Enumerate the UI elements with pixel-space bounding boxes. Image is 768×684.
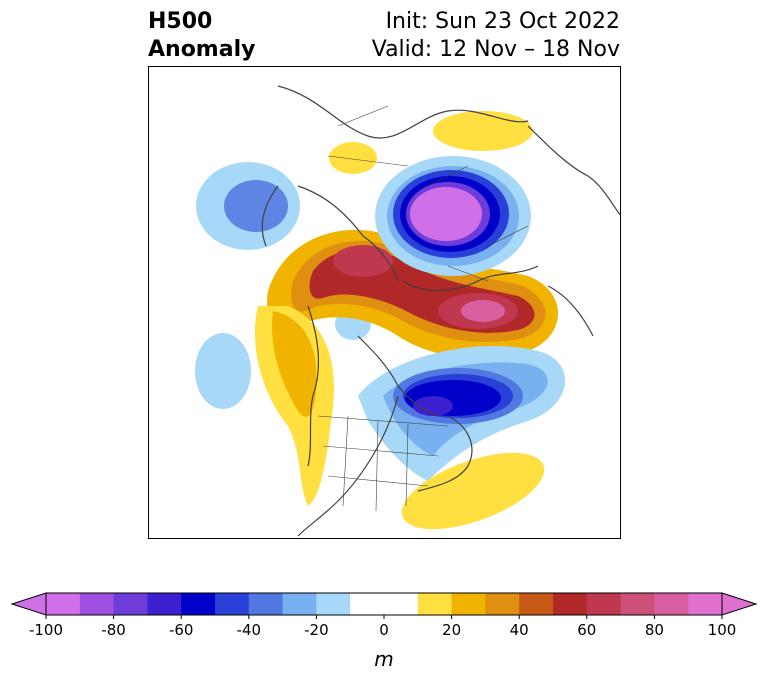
colorbar-cell — [553, 593, 588, 615]
colorbar-cell — [147, 593, 182, 615]
colorbar-cell — [181, 593, 216, 615]
polar-ridge-anomaly — [267, 229, 558, 359]
colorbar-cell — [113, 593, 148, 615]
state-borders — [317, 105, 529, 512]
colorbar-cell — [282, 593, 317, 615]
map-frame — [148, 66, 621, 539]
colorbar-cell — [316, 593, 351, 615]
valid-range: Valid: 12 Nov – 18 Nov — [371, 37, 620, 62]
eastern-canada-low-anomaly — [358, 346, 566, 481]
colorbar-tick-label: -20 — [304, 621, 329, 639]
colorbar-over-extend — [721, 592, 758, 616]
colorbar-cell — [417, 593, 453, 615]
colorbar-cell — [215, 593, 250, 615]
arctic-positive-patches — [329, 111, 533, 174]
colorbar-cell — [485, 593, 520, 615]
colorbar-cell — [519, 593, 554, 615]
colorbar-cells — [10, 592, 758, 616]
colorbar-cell — [384, 593, 419, 615]
atlantic-ridge-anomaly — [401, 452, 545, 530]
anomaly-map — [148, 66, 621, 539]
colorbar-cell — [350, 593, 385, 615]
colorbar-tick-label: 80 — [645, 621, 664, 639]
colorbar-cell — [248, 593, 284, 615]
map-title: H500 Anomaly — [148, 8, 255, 64]
colorbar-under-extend — [10, 592, 47, 616]
colorbar-tick-label: 0 — [379, 621, 389, 639]
colorbar-tick-label: 100 — [708, 621, 737, 639]
colorbar-tick-label: 40 — [510, 621, 529, 639]
colorbar-tick-label: -60 — [169, 621, 194, 639]
colorbar-tick-label: -100 — [29, 621, 63, 639]
arctic-low-anomaly — [375, 156, 531, 276]
colorbar-cell — [586, 593, 622, 615]
title-line-anomaly: Anomaly — [148, 37, 256, 62]
colorbar-cell — [654, 593, 689, 615]
colorbar-tick-label: 60 — [577, 621, 596, 639]
colorbar-cell — [79, 593, 115, 615]
title-line-variable: H500 — [148, 9, 213, 34]
coastlines — [261, 85, 621, 537]
colorbar-cell — [688, 593, 723, 615]
colorbar-cell — [620, 593, 655, 615]
colorbar-cell — [451, 593, 486, 615]
colorbar: -100 -80 -60 -40 -20 0 20 40 60 80 100 — [10, 592, 758, 639]
west-coast-ridge-anomaly — [254, 306, 334, 506]
colorbar-ticks: -100 -80 -60 -40 -20 0 20 40 60 80 100 — [29, 615, 736, 639]
colorbar-tick-label: -80 — [101, 621, 126, 639]
colorbar-cell — [46, 593, 81, 615]
colorbar-tick-label: -40 — [237, 621, 262, 639]
pacific-low-anomaly — [195, 162, 371, 409]
map-dates: Init: Sun 23 Oct 2022 Valid: 12 Nov – 18… — [372, 8, 620, 64]
init-date: Init: Sun 23 Oct 2022 — [385, 9, 620, 34]
colorbar-unit: m — [374, 647, 394, 671]
colorbar-tick-label: 20 — [442, 621, 461, 639]
